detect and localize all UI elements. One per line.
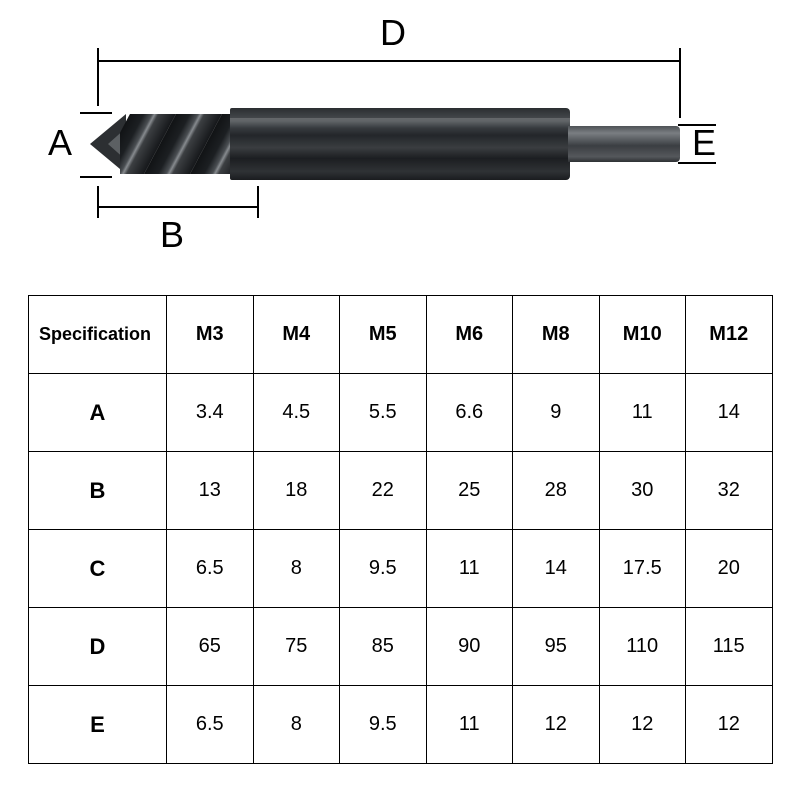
cell: 6.5 [167, 686, 254, 764]
cell: 8 [253, 530, 340, 608]
cell: 20 [686, 530, 773, 608]
cell: 30 [599, 452, 686, 530]
cell: 6.6 [426, 374, 513, 452]
dim-label-d: D [380, 12, 406, 54]
table-row: E 6.5 8 9.5 11 12 12 12 [29, 686, 773, 764]
header-size: M12 [686, 296, 773, 374]
cell: 4.5 [253, 374, 340, 452]
cell: 95 [513, 608, 600, 686]
header-size: M4 [253, 296, 340, 374]
dim-bracket-a-bot [80, 176, 112, 178]
cell: 11 [599, 374, 686, 452]
drill-shank [568, 126, 680, 162]
cell: 65 [167, 608, 254, 686]
cell: 115 [686, 608, 773, 686]
table-header-row: Specification M3 M4 M5 M6 M8 M10 M12 [29, 296, 773, 374]
drill-dimension-diagram: D A B C E [0, 0, 800, 280]
dim-bracket-e-bot [678, 162, 716, 164]
header-size: M3 [167, 296, 254, 374]
table-row: C 6.5 8 9.5 11 14 17.5 20 [29, 530, 773, 608]
cell: 13 [167, 452, 254, 530]
row-label: A [29, 374, 167, 452]
dim-label-a: A [48, 122, 72, 164]
cell: 18 [253, 452, 340, 530]
table-row: D 65 75 85 90 95 110 115 [29, 608, 773, 686]
drill-body [230, 108, 570, 180]
cell: 6.5 [167, 530, 254, 608]
cell: 9.5 [340, 686, 427, 764]
row-label: E [29, 686, 167, 764]
table-row: A 3.4 4.5 5.5 6.6 9 11 14 [29, 374, 773, 452]
dim-line-d [98, 60, 680, 62]
dim-label-e: E [692, 122, 716, 164]
dim-bracket-e-top [678, 124, 716, 126]
cell: 85 [340, 608, 427, 686]
cell: 14 [513, 530, 600, 608]
cell: 12 [599, 686, 686, 764]
cell: 28 [513, 452, 600, 530]
cell: 11 [426, 530, 513, 608]
dim-line-b [98, 206, 258, 208]
header-size: M6 [426, 296, 513, 374]
cell: 17.5 [599, 530, 686, 608]
cell: 14 [686, 374, 773, 452]
header-size: M5 [340, 296, 427, 374]
cell: 110 [599, 608, 686, 686]
cell: 90 [426, 608, 513, 686]
cell: 25 [426, 452, 513, 530]
cell: 75 [253, 608, 340, 686]
cell: 5.5 [340, 374, 427, 452]
cell: 9 [513, 374, 600, 452]
row-label: C [29, 530, 167, 608]
cell: 12 [513, 686, 600, 764]
cell: 32 [686, 452, 773, 530]
cell: 3.4 [167, 374, 254, 452]
cell: 11 [426, 686, 513, 764]
table-row: B 13 18 22 25 28 30 32 [29, 452, 773, 530]
specification-table: Specification M3 M4 M5 M6 M8 M10 M12 A 3… [28, 295, 773, 764]
cell: 22 [340, 452, 427, 530]
drill-bit-illustration [120, 108, 680, 180]
header-size: M10 [599, 296, 686, 374]
row-label: D [29, 608, 167, 686]
row-label: B [29, 452, 167, 530]
dim-tick-b-left [97, 186, 99, 218]
header-size: M8 [513, 296, 600, 374]
dim-tick-d-left [97, 48, 99, 106]
header-specification: Specification [29, 296, 167, 374]
cell: 9.5 [340, 530, 427, 608]
dim-tick-b-right [257, 186, 259, 218]
cell: 8 [253, 686, 340, 764]
cell: 12 [686, 686, 773, 764]
dim-label-b: B [160, 214, 184, 256]
